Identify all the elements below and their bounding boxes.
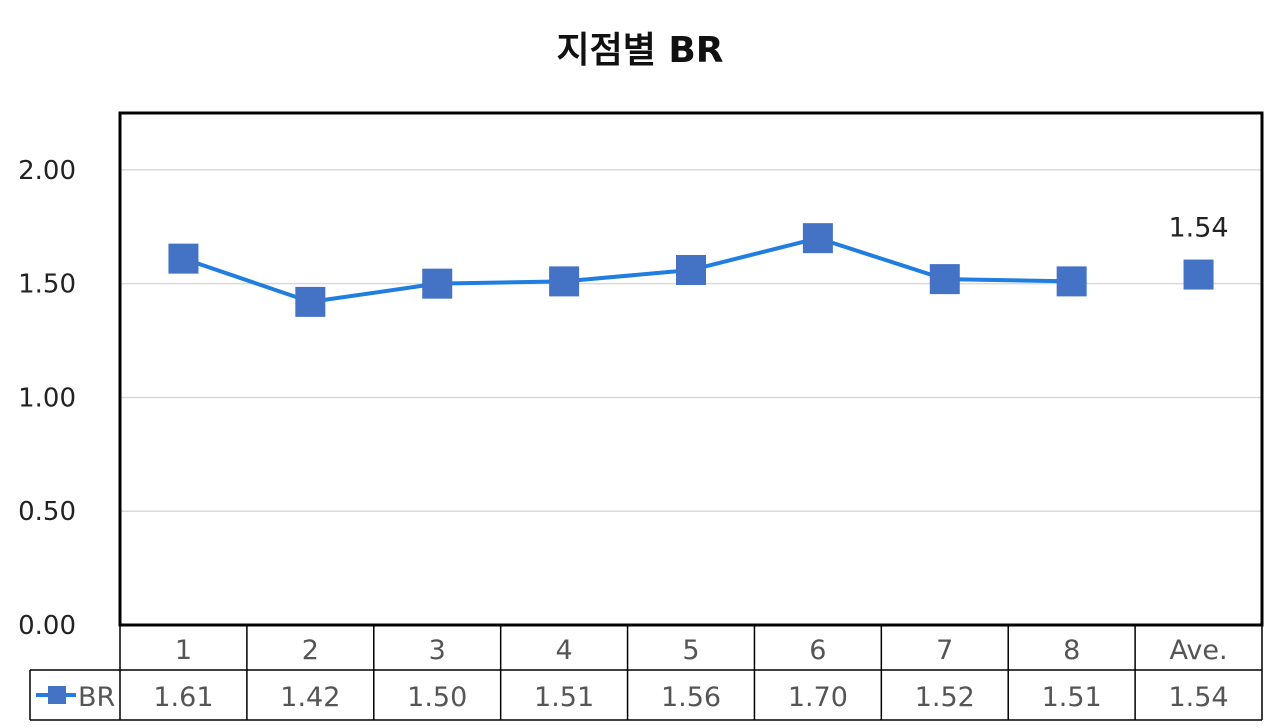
data-point-marker	[422, 268, 453, 299]
table-value: 1.70	[788, 682, 848, 713]
legend-label: BR	[78, 682, 115, 713]
table-value: 1.54	[1168, 682, 1228, 713]
legend-marker	[48, 686, 66, 704]
data-point-marker	[549, 266, 580, 297]
table-value: 1.50	[407, 682, 467, 713]
data-point-marker	[676, 255, 706, 286]
table-value: 1.61	[153, 682, 213, 713]
x-tick-label: 5	[682, 635, 699, 666]
y-tick-label: 2.00	[18, 156, 76, 186]
series-br: 1.54	[168, 213, 1229, 317]
table-value: 1.52	[915, 682, 975, 713]
table-value: 1.42	[280, 682, 340, 713]
x-tick-label: 7	[936, 635, 953, 666]
y-tick-label: 1.00	[18, 383, 76, 413]
data-point-marker	[929, 264, 960, 295]
x-tick-label: 8	[1063, 635, 1080, 666]
table-value: 1.51	[534, 682, 594, 713]
series-line	[182, 236, 1072, 304]
data-label: 1.54	[1168, 213, 1228, 244]
y-tick-label: 0.50	[18, 497, 76, 527]
data-point-marker	[1056, 266, 1087, 297]
data-point-marker	[295, 286, 326, 317]
table-value: 1.51	[1042, 682, 1102, 713]
data-point-marker	[1183, 259, 1214, 290]
gridlines	[120, 169, 1262, 512]
x-tick-label: 4	[556, 635, 573, 666]
y-axis-ticks: 0.00 0.50 1.00 1.50 2.00	[18, 156, 76, 641]
plot-area-border	[118, 111, 1264, 627]
data-point-marker	[168, 243, 199, 274]
x-tick-label: 2	[302, 635, 319, 666]
chart-title: 지점별 BR	[556, 30, 723, 71]
y-tick-label: 1.50	[18, 270, 76, 300]
x-tick-label: 6	[809, 635, 826, 666]
y-tick-label: 0.00	[18, 611, 76, 641]
data-point-marker	[802, 223, 833, 254]
x-tick-label: 1	[175, 635, 192, 666]
x-tick-label: 3	[429, 635, 446, 666]
data-table: 1 2 3 4 5 6 7 8 Ave. 1.61 1.42 1.50 1.51 1.56 1.70 1.52…	[29, 623, 1263, 721]
table-value: 1.56	[661, 682, 721, 713]
x-tick-label: Ave.	[1170, 635, 1228, 666]
